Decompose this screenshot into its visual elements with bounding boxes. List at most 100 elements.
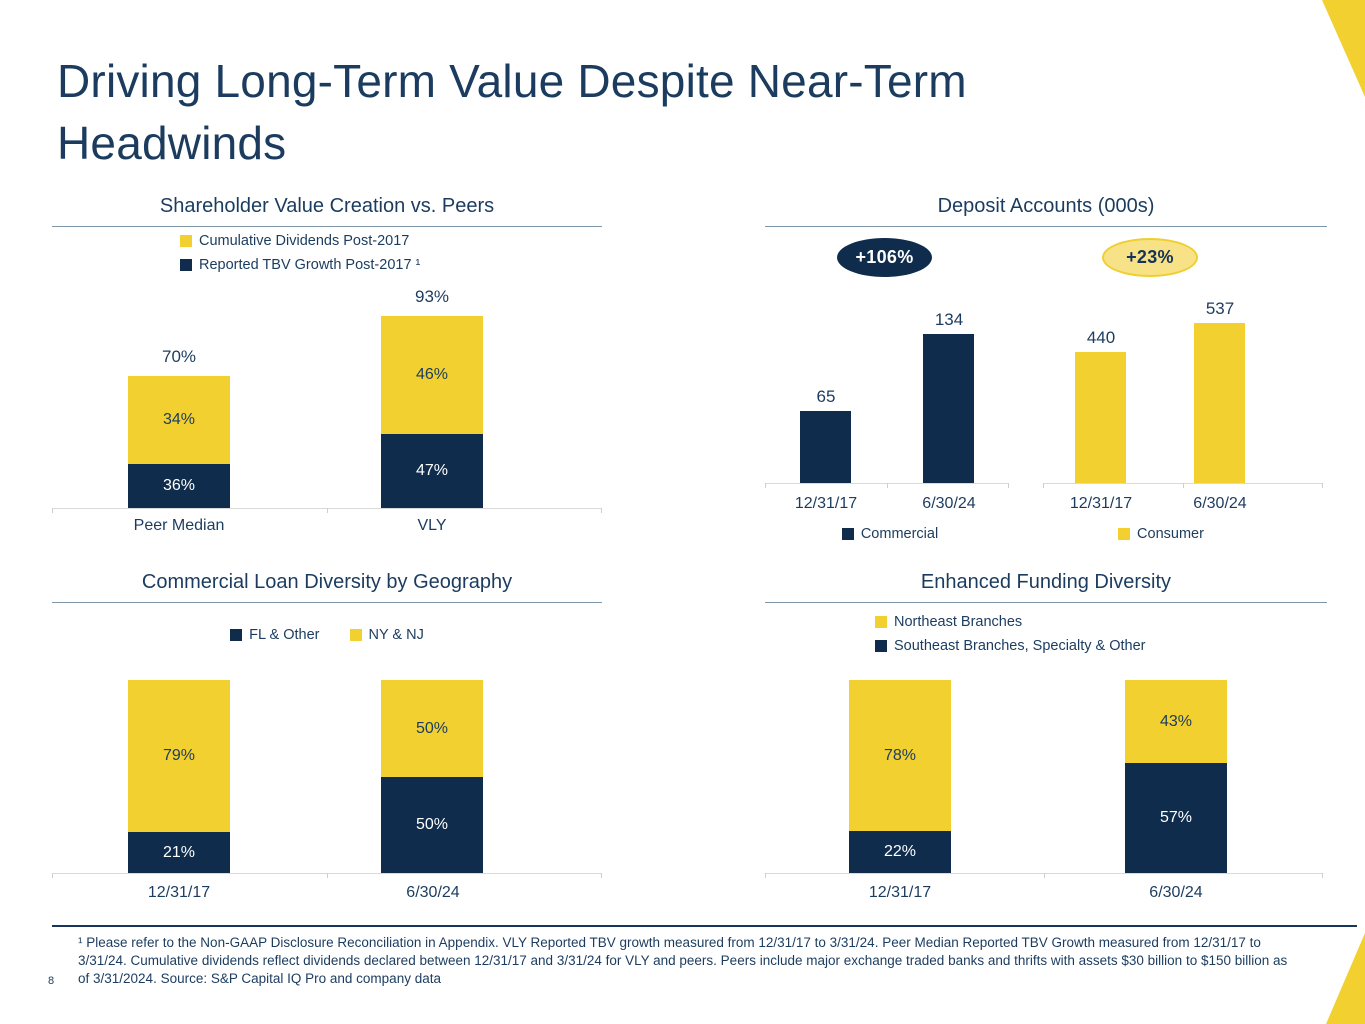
bar-segment-tbv-vly: 47% (381, 434, 483, 508)
segment-value: 78% (883, 746, 917, 764)
legend-item-commercial: Commercial (841, 526, 938, 542)
segment-value: 36% (162, 477, 196, 494)
slide-title-line2: Headwinds (57, 117, 287, 169)
segment-value: 79% (162, 747, 196, 764)
legend-item-tbv: Reported TBV Growth Post-2017 ¹ (180, 257, 420, 273)
x-label: 6/30/24 (406, 884, 460, 901)
legend-commercial: Commercial (765, 526, 1015, 550)
x-label: 6/30/24 (1149, 884, 1203, 901)
axis-tick (1322, 483, 1323, 488)
x-label: 6/30/24 (1193, 495, 1247, 512)
total-label-vly: 93% (414, 287, 450, 306)
chart-title: Enhanced Funding Diversity (920, 571, 1172, 593)
chart-deposit-accounts: Deposit Accounts (000s) +106% +23% 65 13… (765, 195, 1327, 547)
x-axis-consumer (1043, 483, 1323, 488)
legend-item-ny-nj: NY & NJ (349, 627, 424, 643)
bar-commercial-2024 (923, 334, 974, 483)
bar-consumer-2017 (1075, 352, 1126, 483)
axis-tick (1183, 483, 1184, 488)
legend-label: Southeast Branches, Specialty & Other (894, 638, 1146, 654)
bar-segment-southeast-2024: 57% (1125, 763, 1227, 873)
legend-label: Reported TBV Growth Post-2017 ¹ (199, 257, 421, 273)
legend-item-fl-other: FL & Other (230, 627, 320, 643)
legend-item-consumer: Consumer (1118, 526, 1204, 542)
chart-title: Shareholder Value Creation vs. Peers (159, 195, 495, 217)
segment-value: 47% (415, 462, 449, 479)
x-axis (765, 873, 1323, 878)
chart-title: Commercial Loan Diversity by Geography (141, 571, 513, 593)
footer-divider (52, 925, 1357, 927)
legend-consumer: Consumer (1043, 526, 1279, 550)
yellow-swatch-icon (875, 616, 887, 628)
legend-label: FL & Other (249, 627, 320, 643)
axis-tick (765, 483, 766, 488)
slide-title-line1: Driving Long-Term Value Despite Near-Ter… (57, 55, 967, 107)
segment-value: 22% (883, 843, 917, 860)
axis-tick (52, 873, 53, 878)
navy-swatch-icon (841, 528, 854, 540)
value-label: 134 (934, 310, 964, 329)
x-axis (52, 508, 602, 513)
axis-tick (1043, 483, 1044, 488)
bar-segment-flother-2017: 21% (128, 832, 230, 873)
axis-tick (327, 508, 328, 513)
navy-swatch-icon (875, 640, 887, 652)
legend-label: NY & NJ (368, 627, 424, 643)
bar-segment-flother-2024: 50% (381, 777, 483, 873)
axis-tick (1008, 483, 1009, 488)
navy-swatch-icon (230, 629, 243, 641)
legend-item-southeast: Southeast Branches, Specialty & Other (875, 638, 1145, 654)
bar-segment-nynj-2024: 50% (381, 680, 483, 777)
x-label-peer-median: Peer Median (133, 517, 225, 534)
axis-tick (601, 508, 602, 513)
bar-commercial-2017 (800, 411, 851, 483)
footnote-text: ¹ Please refer to the Non-GAAP Disclosur… (78, 935, 1288, 986)
title-underline (765, 226, 1327, 227)
bar-segment-northeast-2024: 43% (1125, 680, 1227, 763)
axis-tick (52, 508, 53, 513)
yellow-swatch-icon (1118, 528, 1131, 540)
page-number: 8 (48, 975, 55, 987)
segment-value: 21% (162, 843, 196, 861)
bar-segment-dividends-peer: 34% (128, 376, 230, 464)
chart-title: Deposit Accounts (000s) (937, 195, 1155, 217)
title-underline (52, 226, 602, 227)
x-label-vly: VLY (417, 517, 447, 534)
segment-value: 50% (415, 816, 449, 833)
change-badge-commercial: +106% (837, 238, 932, 277)
total-label-peer: 70% (161, 347, 197, 366)
change-badge-consumer: +23% (1102, 238, 1198, 277)
axis-tick (1322, 873, 1323, 878)
slide-title: Driving Long-Term Value Despite Near-Ter… (57, 50, 1097, 174)
value-label: 65 (816, 387, 836, 406)
segment-value: 50% (415, 719, 449, 737)
bar-segment-dividends-vly: 46% (381, 316, 483, 434)
navy-swatch-icon (180, 259, 192, 271)
title-underline (52, 602, 602, 603)
chart-commercial-loan-diversity: Commercial Loan Diversity by Geography F… (52, 571, 602, 923)
bar-segment-tbv-peer: 36% (128, 464, 230, 508)
yellow-swatch-icon (180, 235, 192, 247)
axis-tick (765, 873, 766, 878)
segment-value: 34% (162, 411, 196, 428)
legend-label: Cumulative Dividends Post-2017 (199, 233, 410, 249)
bar-segment-northeast-2017: 78% (849, 680, 951, 831)
axis-tick (601, 873, 602, 878)
chart-shareholder-value-creation: Shareholder Value Creation vs. Peers Cum… (52, 195, 602, 547)
axis-tick (327, 873, 328, 878)
axis-tick (1044, 873, 1045, 878)
yellow-swatch-icon (349, 629, 362, 641)
chart-enhanced-funding-diversity: Enhanced Funding Diversity Northeast Bra… (765, 571, 1327, 923)
x-label: 12/31/17 (868, 884, 932, 901)
segment-value: 46% (415, 366, 449, 383)
x-label: 12/31/17 (794, 495, 858, 512)
x-axis-commercial (765, 483, 1009, 488)
x-label: 12/31/17 (147, 884, 211, 901)
axis-tick (887, 483, 888, 488)
bar-consumer-2024 (1194, 323, 1245, 483)
legend-label: Northeast Branches (894, 614, 1023, 630)
corner-accent-top-icon (1322, 0, 1365, 97)
legend-item-northeast: Northeast Branches (875, 614, 1145, 630)
bar-segment-southeast-2017: 22% (849, 831, 951, 873)
legend: Cumulative Dividends Post-2017 Reported … (180, 233, 420, 281)
